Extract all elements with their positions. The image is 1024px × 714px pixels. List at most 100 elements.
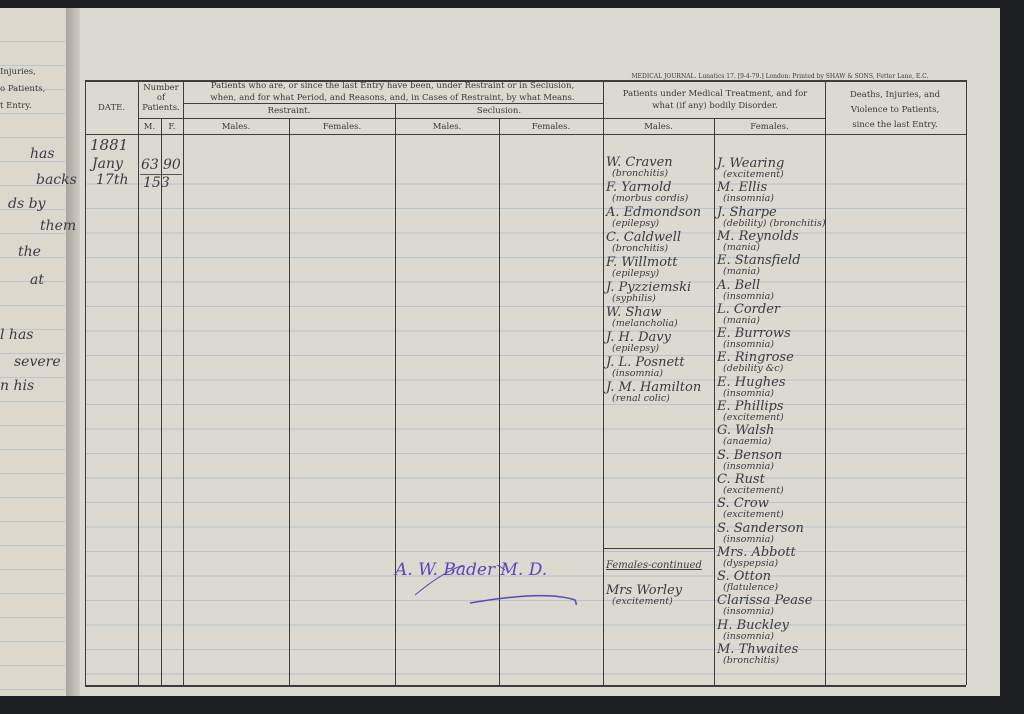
female-patient-entry: H. Buckley (insomnia) [717, 619, 789, 642]
patient-name: J. Sharpe [717, 204, 777, 220]
female-patient-entry: G. Walsh (anaemia) [717, 424, 774, 447]
male-patient-entry: W. Shaw (melancholia) [606, 306, 678, 329]
patient-disorder: (syphilis) [612, 293, 656, 304]
male-patient-entry: A. Edmondson (epilepsy) [606, 206, 701, 229]
header-seclusion: Seclusion. [476, 106, 522, 116]
patient-disorder: (mania) [723, 241, 760, 253]
patient-name: L. Corder [717, 301, 781, 317]
patient-name: S. Otton [717, 569, 772, 585]
header-seclusion-males: Males. [432, 122, 462, 132]
patient-name: W. Craven [606, 155, 673, 170]
female-patient-entry: E. Ringrose (debility &c) [717, 351, 794, 374]
left-handwriting: ds by [8, 196, 46, 212]
patient-disorder: (excitement) [723, 484, 784, 496]
female-patient-entry: S. Crow (excitement) [717, 497, 784, 520]
left-handwriting: n his [0, 378, 35, 394]
patient-disorder: (insomnia) [723, 460, 774, 472]
header-restraint-group: Patients who are, or since the last Entr… [210, 81, 575, 103]
patient-name: F. Yarnold [606, 180, 672, 195]
female-patient-entry: C. Rust (excitement) [717, 473, 784, 496]
female-patient-entry: A. Bell (insomnia) [717, 279, 774, 302]
patient-disorder: (excitement) [723, 169, 784, 180]
patient-disorder: (bronchitis) [723, 655, 780, 666]
signature-flourish [415, 565, 577, 605]
male-patient-entry: C. Caldwell (bronchitis) [606, 231, 681, 254]
entry-day: 17th [96, 172, 129, 188]
patient-name: G. Walsh [717, 423, 775, 439]
male-patient-entry: J. Pyzziemski (syphilis) [606, 281, 691, 304]
header-medical-females: Females. [750, 122, 789, 132]
patient-name: A. Bell [717, 277, 761, 293]
female-patient-entry: Clarissa Pease (insomnia) [717, 594, 812, 617]
patient-disorder: (melancholia) [612, 318, 678, 329]
journal-header: MEDICAL JOURNAL. Lunatics 17. [9-4-79.] … [631, 73, 929, 80]
header-restraint: Restraint. [267, 106, 311, 116]
header-m: M. [143, 122, 156, 132]
header-medical-males: Males. [644, 122, 673, 132]
patient-disorder: (insomnia) [723, 533, 774, 545]
left-header-line: o Patients, [0, 84, 46, 94]
header-deaths: Deaths, Injuries, and Violence to Patien… [849, 90, 941, 130]
patient-disorder: (bronchitis) [612, 168, 669, 179]
patient-disorder: (excitement) [723, 412, 784, 423]
patient-disorder: (dyspepsia) [723, 557, 779, 569]
patient-disorder: (insomnia) [723, 606, 774, 618]
female-patient-entry: E. Hughes (insomnia) [717, 376, 786, 399]
patient-disorder: (renal colic) [612, 393, 670, 404]
female-patient-entry: J. Wearing (excitement) [717, 157, 784, 180]
male-patient-entry: W. Craven (bronchitis) [606, 156, 673, 179]
patient-disorder: (excitement) [723, 509, 784, 521]
female-patient-entry: S. Sanderson (insomnia) [717, 522, 804, 545]
left-page [0, 8, 75, 696]
header-medical-group: Patients under Medical Treatment, and fo… [622, 89, 808, 111]
patient-name: M. Thwaites [717, 642, 799, 657]
female-patient-entry: M. Reynolds (mania) [717, 230, 799, 253]
patient-disorder: (mania) [723, 314, 760, 326]
header-number: Number of Patients. [142, 83, 180, 113]
female-patient-entry: S. Benson (insomnia) [717, 449, 782, 472]
patient-name: W. Shaw [606, 305, 662, 320]
left-handwriting: them [40, 218, 77, 234]
female-patient-entry: M. Thwaites (bronchitis) [717, 643, 798, 666]
males-count: 63 [141, 157, 159, 173]
physician-signature: A. W. Bader M. D. [395, 560, 577, 605]
patient-disorder: (debility &c) [723, 363, 784, 375]
female-continued-patient-entry: Mrs Worley (excitement) [606, 584, 682, 607]
patient-name: E. Burrows [717, 326, 791, 342]
patient-name: J. H. Davy [606, 330, 671, 345]
header-restraint-males: Males. [221, 122, 251, 132]
patient-name: Mrs Worley [606, 583, 683, 598]
patient-disorder: (insomnia) [723, 193, 774, 205]
patient-name: A. Edmondson [606, 205, 702, 220]
male-patient-entry: J. H. Davy (epilepsy) [606, 331, 671, 354]
header-restraint-females: Females. [322, 122, 362, 132]
male-patient-entry: F. Willmott (epilepsy) [606, 256, 677, 279]
patient-name: Mrs. Abbott [717, 544, 796, 560]
patient-name: E. Stansfield [717, 253, 801, 269]
patient-disorder: (insomnia) [723, 630, 774, 642]
female-patient-entry: E. Phillips (excitement) [717, 400, 784, 423]
left-handwriting: l has [0, 327, 34, 343]
patient-disorder: (excitement) [612, 596, 673, 607]
patient-disorder: (insomnia) [612, 368, 663, 379]
header-seclusion-females: Females. [531, 122, 571, 132]
patient-name: Clarissa Pease [717, 593, 813, 609]
female-patient-entry: L. Corder (mania) [717, 303, 780, 326]
patient-disorder: (anaemia) [723, 436, 772, 448]
patient-name: H. Buckley [717, 617, 789, 633]
patient-name: S. Crow [717, 496, 769, 512]
male-patient-entry: J. L. Posnett (insomnia) [606, 356, 685, 379]
left-handwriting: has [30, 146, 55, 162]
female-patient-entry: Mrs. Abbott (dyspepsia) [717, 546, 796, 569]
patient-disorder: (epilepsy) [612, 343, 660, 354]
left-handwriting: backs [36, 172, 77, 188]
total-count: 153 [143, 175, 170, 191]
patient-name: J. M. Hamilton [606, 380, 702, 395]
left-handwriting: the [18, 244, 41, 260]
patient-name: E. Phillips [717, 399, 784, 414]
female-patient-entry: E. Stansfield (mania) [717, 254, 801, 277]
header-f: F. [168, 122, 176, 132]
ruled-lines [85, 160, 966, 685]
left-header-line: Injuries, [0, 67, 36, 77]
female-patient-entry: J. Sharpe (debility) (bronchitis) [717, 206, 826, 229]
